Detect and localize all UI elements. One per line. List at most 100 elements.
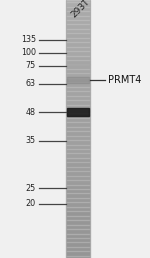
Bar	[66, 121, 90, 123]
Bar	[66, 201, 90, 203]
Bar	[66, 152, 90, 154]
Bar	[66, 206, 90, 208]
Bar	[66, 5, 90, 6]
Bar	[66, 196, 90, 197]
Bar	[66, 13, 90, 14]
Bar	[66, 237, 90, 239]
Bar	[66, 19, 90, 21]
Bar	[66, 232, 90, 233]
Bar	[66, 182, 90, 183]
Bar	[66, 61, 90, 62]
Bar	[66, 200, 90, 201]
Bar	[66, 8, 90, 9]
Bar	[66, 253, 90, 254]
Bar	[66, 37, 90, 39]
Bar	[66, 209, 90, 210]
Bar	[66, 39, 90, 40]
Bar	[66, 179, 90, 181]
Bar	[66, 10, 90, 12]
Bar	[66, 4, 90, 5]
Bar	[66, 254, 90, 255]
Text: 135: 135	[21, 36, 36, 44]
Bar	[66, 14, 90, 15]
Bar	[66, 68, 90, 70]
Bar	[66, 157, 90, 159]
Bar	[66, 63, 90, 64]
Bar	[66, 108, 90, 110]
Bar	[66, 178, 90, 179]
Bar	[66, 240, 90, 241]
Bar	[66, 101, 90, 102]
Bar	[66, 204, 90, 205]
Bar	[66, 137, 90, 138]
Bar	[66, 199, 90, 200]
Bar	[66, 55, 90, 57]
Bar	[66, 173, 90, 174]
Bar	[67, 77, 89, 83]
Bar	[66, 83, 90, 84]
Bar	[66, 244, 90, 245]
Bar	[66, 175, 90, 177]
Bar	[66, 106, 90, 107]
Bar	[66, 75, 90, 76]
Bar	[66, 0, 90, 258]
Bar	[66, 239, 90, 240]
Bar	[66, 147, 90, 148]
Bar	[66, 107, 90, 108]
Bar	[66, 194, 90, 195]
Bar	[66, 35, 90, 36]
Bar	[66, 15, 90, 17]
Bar	[66, 80, 90, 81]
Bar	[66, 36, 90, 37]
Bar	[66, 95, 90, 97]
Bar	[66, 210, 90, 212]
Bar	[66, 227, 90, 228]
Bar	[66, 48, 90, 49]
Bar	[66, 0, 90, 1]
Bar	[66, 43, 90, 44]
Bar	[66, 184, 90, 186]
Bar	[66, 86, 90, 88]
Bar	[66, 72, 90, 74]
Bar	[66, 64, 90, 66]
Bar	[66, 246, 90, 248]
Bar	[66, 241, 90, 243]
Bar	[66, 197, 90, 199]
Bar	[66, 58, 90, 59]
Bar	[66, 172, 90, 173]
Bar	[66, 235, 90, 236]
Bar	[66, 151, 90, 152]
Bar	[66, 160, 90, 161]
Bar	[66, 6, 90, 8]
Bar	[66, 27, 90, 28]
Bar	[66, 163, 90, 164]
Bar	[66, 156, 90, 157]
Bar	[66, 161, 90, 163]
Bar	[66, 164, 90, 165]
Bar	[66, 219, 90, 221]
Bar	[66, 166, 90, 168]
Bar	[66, 25, 90, 26]
Bar	[66, 67, 90, 68]
Bar	[66, 125, 90, 126]
Bar	[67, 108, 89, 116]
Bar	[66, 217, 90, 218]
Bar	[66, 1, 90, 3]
Bar	[66, 138, 90, 139]
Bar	[66, 74, 90, 75]
Bar	[66, 142, 90, 143]
Bar	[66, 40, 90, 41]
Bar	[66, 257, 90, 258]
Bar	[66, 221, 90, 222]
Bar	[66, 46, 90, 48]
Bar	[66, 130, 90, 132]
Bar	[66, 231, 90, 232]
Text: 35: 35	[26, 136, 36, 145]
Bar	[66, 222, 90, 223]
Bar	[66, 85, 90, 86]
Text: PRMT4: PRMT4	[108, 75, 141, 85]
Bar	[66, 212, 90, 213]
Bar	[66, 134, 90, 135]
Bar	[66, 213, 90, 214]
Bar	[66, 79, 90, 80]
